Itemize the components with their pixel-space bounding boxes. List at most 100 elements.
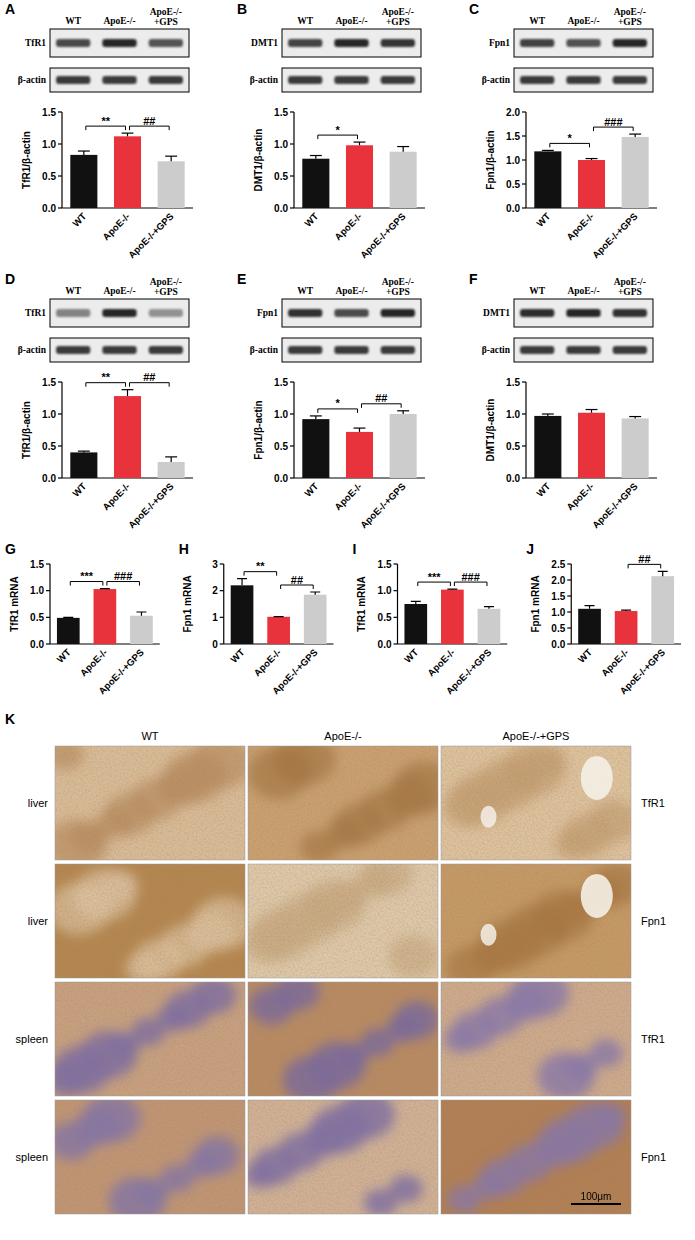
error-cap xyxy=(100,588,110,589)
blot-frame xyxy=(282,29,421,57)
micrograph-grain xyxy=(441,982,631,1096)
y-tick xyxy=(394,590,398,591)
x-tick-label: ApoE-/-+GPS xyxy=(590,481,640,531)
x-tick-label: ApoE-/-+GPS xyxy=(96,647,146,697)
panel-letter: F xyxy=(469,271,478,287)
x-tick-label: ApoE-/- xyxy=(100,211,132,243)
error-cap xyxy=(354,141,366,142)
error-cap xyxy=(354,427,366,428)
y-tick-label: 1.0 xyxy=(42,139,56,150)
band-label: TfR1 xyxy=(25,308,46,318)
panel: FWTApoE-/-ApoE-/-+GPSDMT1β-actin0.00.51.… xyxy=(469,271,657,530)
blot-band xyxy=(149,39,183,47)
y-tick xyxy=(220,590,224,591)
bar xyxy=(478,609,501,644)
y-axis-title: DMT1/β-actin xyxy=(253,129,264,192)
error-bar xyxy=(78,151,90,155)
panel: G0.00.51.01.5TfR1 mRNAWTApoE-/-ApoE-/-+G… xyxy=(5,541,160,696)
significance-bracket xyxy=(130,383,170,387)
bar xyxy=(534,416,561,478)
significance-bracket xyxy=(86,126,126,130)
y-tick xyxy=(290,381,294,382)
y-axis-title: TfR1 mRNA xyxy=(356,576,367,632)
significance-label: ### xyxy=(461,571,479,583)
error-bar xyxy=(621,610,631,612)
y-axis xyxy=(223,564,224,644)
lane-label: WT xyxy=(529,286,546,296)
error-bar xyxy=(122,390,134,396)
bar xyxy=(578,609,601,644)
blot-frame xyxy=(50,29,189,57)
blot-band xyxy=(149,346,183,354)
error-cap xyxy=(165,456,177,457)
y-tick-label: 0.5 xyxy=(274,171,288,182)
y-tick-label: 2.0 xyxy=(506,107,520,118)
micrograph-vessel xyxy=(581,756,613,800)
row-label: Fpn1 xyxy=(641,1151,666,1163)
blot-band xyxy=(56,346,90,354)
micrograph xyxy=(441,746,631,860)
error-cap xyxy=(658,571,668,572)
blot-band xyxy=(613,309,647,317)
y-tick xyxy=(567,563,571,564)
x-tick-label: ApoE-/-+GPS xyxy=(617,647,667,697)
micrograph-vessel xyxy=(581,874,613,918)
x-tick-label: ApoE-/-+GPS xyxy=(126,481,176,531)
row-label: TfR1 xyxy=(641,1033,665,1045)
y-tick xyxy=(290,413,294,414)
lane-label-line: ApoE-/- xyxy=(614,7,646,17)
x-tick-label: ApoE-/-+GPS xyxy=(358,211,408,261)
y-tick-label: 3 xyxy=(212,559,218,570)
lane-label-line: +GPS xyxy=(154,287,178,297)
micrograph-grain xyxy=(248,746,438,860)
y-tick xyxy=(290,445,294,446)
marks xyxy=(57,589,153,644)
bar xyxy=(404,604,427,644)
y-tick xyxy=(58,413,62,414)
panel: CWTApoE-/-ApoE-/-+GPSFpn1β-actin0.00.51.… xyxy=(469,1,657,260)
y-tick-label: 0.0 xyxy=(274,203,288,214)
x-tick-label: WT xyxy=(302,211,320,229)
significance-bracket xyxy=(70,582,103,586)
micrograph-ground xyxy=(248,746,438,860)
error-bar xyxy=(122,133,134,136)
lane-label-line: ApoE-/- xyxy=(614,277,646,287)
y-tick xyxy=(567,595,571,596)
micrograph-ground xyxy=(55,864,245,978)
y-tick xyxy=(290,111,294,112)
panel: H0123Fpn1 mRNAWTApoE-/-ApoE-/-+GPS**## xyxy=(179,541,334,696)
error-bar xyxy=(100,588,110,590)
y-tick-label: 1.5 xyxy=(378,559,392,570)
blot-band xyxy=(520,346,554,354)
y-tick-label: 1.0 xyxy=(506,155,520,166)
y-tick-label: 1.5 xyxy=(42,107,56,118)
blot-band xyxy=(102,309,136,317)
bar xyxy=(302,419,329,478)
y-tick xyxy=(290,207,294,208)
marks xyxy=(231,579,327,644)
x-tick-label: ApoE-/- xyxy=(78,647,110,679)
row-label: liver xyxy=(28,797,49,809)
y-tick-label: 0.5 xyxy=(274,441,288,452)
micrograph xyxy=(441,982,631,1096)
panel-letter: A xyxy=(5,1,15,17)
y-axis-title: DMT1/β-actin xyxy=(485,399,496,462)
x-tick-label: WT xyxy=(228,647,246,665)
error-bar xyxy=(586,410,598,413)
blot-band xyxy=(149,309,183,317)
bar xyxy=(622,137,649,208)
blot-frame xyxy=(282,68,421,92)
bar xyxy=(130,616,153,644)
error-bar xyxy=(411,601,421,604)
micrograph-ground xyxy=(55,746,245,860)
bar xyxy=(534,151,561,208)
x-tick-label: WT xyxy=(70,481,88,499)
lane-label: ApoE-/- xyxy=(335,286,367,296)
micrograph-grain xyxy=(441,746,631,860)
micrograph xyxy=(55,982,245,1096)
micrograph xyxy=(55,1100,245,1214)
micrograph-grain xyxy=(55,1100,245,1214)
panel-letter: H xyxy=(179,541,189,557)
y-tick xyxy=(522,207,526,208)
significance-bracket xyxy=(318,409,358,413)
